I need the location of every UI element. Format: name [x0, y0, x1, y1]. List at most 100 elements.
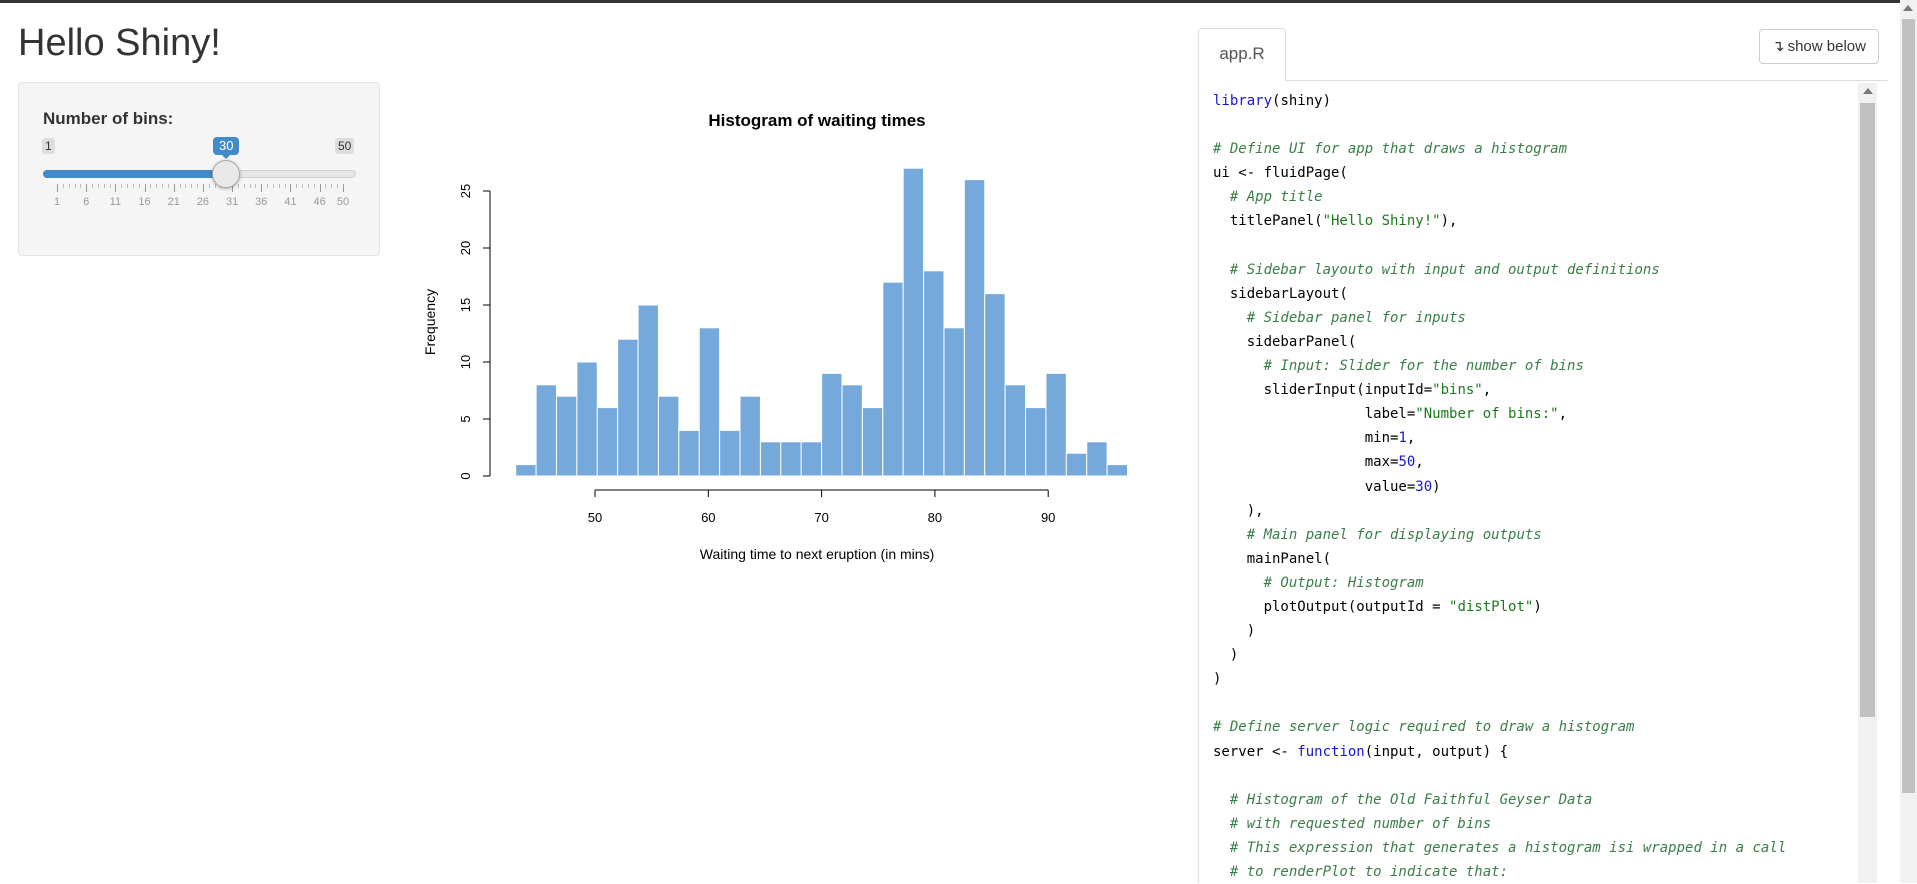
- code-token: [1213, 310, 1247, 326]
- code-token: # Input: Slider for the number of bins: [1264, 358, 1584, 374]
- code-token: library: [1213, 93, 1272, 109]
- code-token: [1213, 358, 1264, 374]
- histogram-bar: [883, 282, 903, 476]
- histogram-bar: [903, 168, 923, 476]
- histogram-bar: [740, 396, 760, 476]
- code-scrollbar[interactable]: [1858, 83, 1877, 883]
- code-line: # Define server logic required to draw a…: [1213, 719, 1634, 735]
- code-token: label=: [1213, 406, 1415, 422]
- x-tick-label: 70: [814, 510, 828, 525]
- code-token: "Number of bins:": [1415, 406, 1558, 422]
- code-token: sidebarPanel(: [1213, 334, 1356, 350]
- code-scrollbar-thumb[interactable]: [1860, 103, 1875, 717]
- histogram-bar: [801, 442, 821, 476]
- histogram-bar: [699, 328, 719, 476]
- code-line: # App title: [1213, 189, 1323, 205]
- code-line: label="Number of bins:",: [1213, 406, 1567, 422]
- histogram-bar: [985, 294, 1005, 476]
- code-line: server <- function(input, output) {: [1213, 744, 1508, 760]
- code-token: # Main panel for displaying outputs: [1247, 527, 1542, 543]
- x-tick-label: 80: [928, 510, 942, 525]
- x-axis-label: Waiting time to next eruption (in mins): [700, 546, 934, 562]
- code-token: ui <- fluidPage(: [1213, 165, 1348, 181]
- code-line: ui <- fluidPage(: [1213, 165, 1348, 181]
- histogram-bar: [658, 396, 678, 476]
- y-tick-label: 5: [458, 415, 473, 422]
- histogram-bar: [1066, 453, 1086, 476]
- arrow-down-icon: ↴: [1772, 38, 1785, 55]
- code-line: # Input: Slider for the number of bins: [1213, 358, 1584, 374]
- code-line: # Main panel for displaying outputs: [1213, 527, 1542, 543]
- code-token: ),: [1213, 503, 1264, 519]
- code-line: ),: [1213, 503, 1264, 519]
- code-token: ): [1533, 599, 1541, 615]
- code-line: # Sidebar panel for inputs: [1213, 310, 1466, 326]
- scroll-up-arrow-icon[interactable]: [1863, 88, 1873, 94]
- y-tick-label: 15: [458, 298, 473, 312]
- histogram-bar: [618, 339, 638, 476]
- tab-app-r[interactable]: app.R: [1198, 28, 1286, 81]
- code-token: max=: [1213, 454, 1398, 470]
- code-line: sidebarPanel(: [1213, 334, 1356, 350]
- code-token: ,: [1483, 382, 1491, 398]
- code-token: # Sidebar layouto with input and output …: [1230, 262, 1660, 278]
- code-line: # with requested number of bins: [1213, 816, 1491, 832]
- y-tick-label: 20: [458, 241, 473, 255]
- code-token: function: [1297, 744, 1364, 760]
- code-token: ): [1213, 671, 1221, 687]
- code-token: # App title: [1230, 189, 1323, 205]
- code-token: # Output: Histogram: [1264, 575, 1424, 591]
- code-token: ): [1432, 479, 1440, 495]
- histogram-bar: [720, 430, 740, 476]
- code-token: [1213, 792, 1230, 808]
- code-token: [1213, 816, 1230, 832]
- code-token: "Hello Shiny!": [1323, 213, 1441, 229]
- bars: [516, 168, 1128, 476]
- histogram-bar: [597, 408, 617, 476]
- code-line: # This expression that generates a histo…: [1213, 840, 1786, 856]
- histogram-bar: [1107, 465, 1127, 476]
- code-token: [1213, 189, 1230, 205]
- code-line: min=1,: [1213, 430, 1415, 446]
- page-scroll-up-arrow-icon[interactable]: [1903, 5, 1913, 11]
- code-token: [1213, 864, 1230, 880]
- code-token: # Define UI for app that draws a histogr…: [1213, 141, 1567, 157]
- y-tick-label: 10: [458, 355, 473, 369]
- code-token: (shiny): [1272, 93, 1331, 109]
- code-token: 1: [1398, 430, 1406, 446]
- code-viewer: library(shiny) # Define UI for app that …: [1213, 89, 1786, 884]
- show-below-button[interactable]: ↴ show below: [1759, 29, 1879, 64]
- code-token: # This expression that generates a histo…: [1230, 840, 1786, 856]
- code-token: # Define server logic required to draw a…: [1213, 719, 1634, 735]
- code-line: sliderInput(inputId="bins",: [1213, 382, 1491, 398]
- code-token: ),: [1441, 213, 1458, 229]
- code-token: 30: [1415, 479, 1432, 495]
- x-tick-label: 60: [701, 510, 715, 525]
- code-token: [1213, 262, 1230, 278]
- code-panel: library(shiny) # Define UI for app that …: [1198, 80, 1888, 883]
- histogram-plot: Histogram of waiting times Waiting time …: [0, 0, 1190, 600]
- code-token: # Sidebar panel for inputs: [1247, 310, 1466, 326]
- code-token: [1213, 575, 1264, 591]
- code-token: server <-: [1213, 744, 1297, 760]
- code-line: ): [1213, 671, 1221, 687]
- code-token: # Histogram of the Old Faithful Geyser D…: [1230, 792, 1592, 808]
- code-token: # to renderPlot to indicate that:: [1230, 864, 1508, 880]
- page-scrollbar-thumb[interactable]: [1902, 19, 1915, 793]
- code-token: [1213, 840, 1230, 856]
- histogram-bar: [536, 385, 556, 476]
- page-scrollbar[interactable]: [1900, 0, 1917, 883]
- code-line: # to renderPlot to indicate that:: [1213, 864, 1508, 880]
- code-line: # Histogram of the Old Faithful Geyser D…: [1213, 792, 1592, 808]
- y-tick-label: 0: [458, 472, 473, 479]
- code-token: "bins": [1432, 382, 1483, 398]
- code-token: plotOutput(outputId =: [1213, 599, 1449, 615]
- y-tick-label: 25: [458, 184, 473, 198]
- histogram-bar: [862, 408, 882, 476]
- code-token: # with requested number of bins: [1230, 816, 1491, 832]
- histogram-bar: [1087, 442, 1107, 476]
- x-tick-label: 50: [588, 510, 602, 525]
- code-token: ): [1213, 623, 1255, 639]
- histogram-bar: [781, 442, 801, 476]
- code-token: mainPanel(: [1213, 551, 1331, 567]
